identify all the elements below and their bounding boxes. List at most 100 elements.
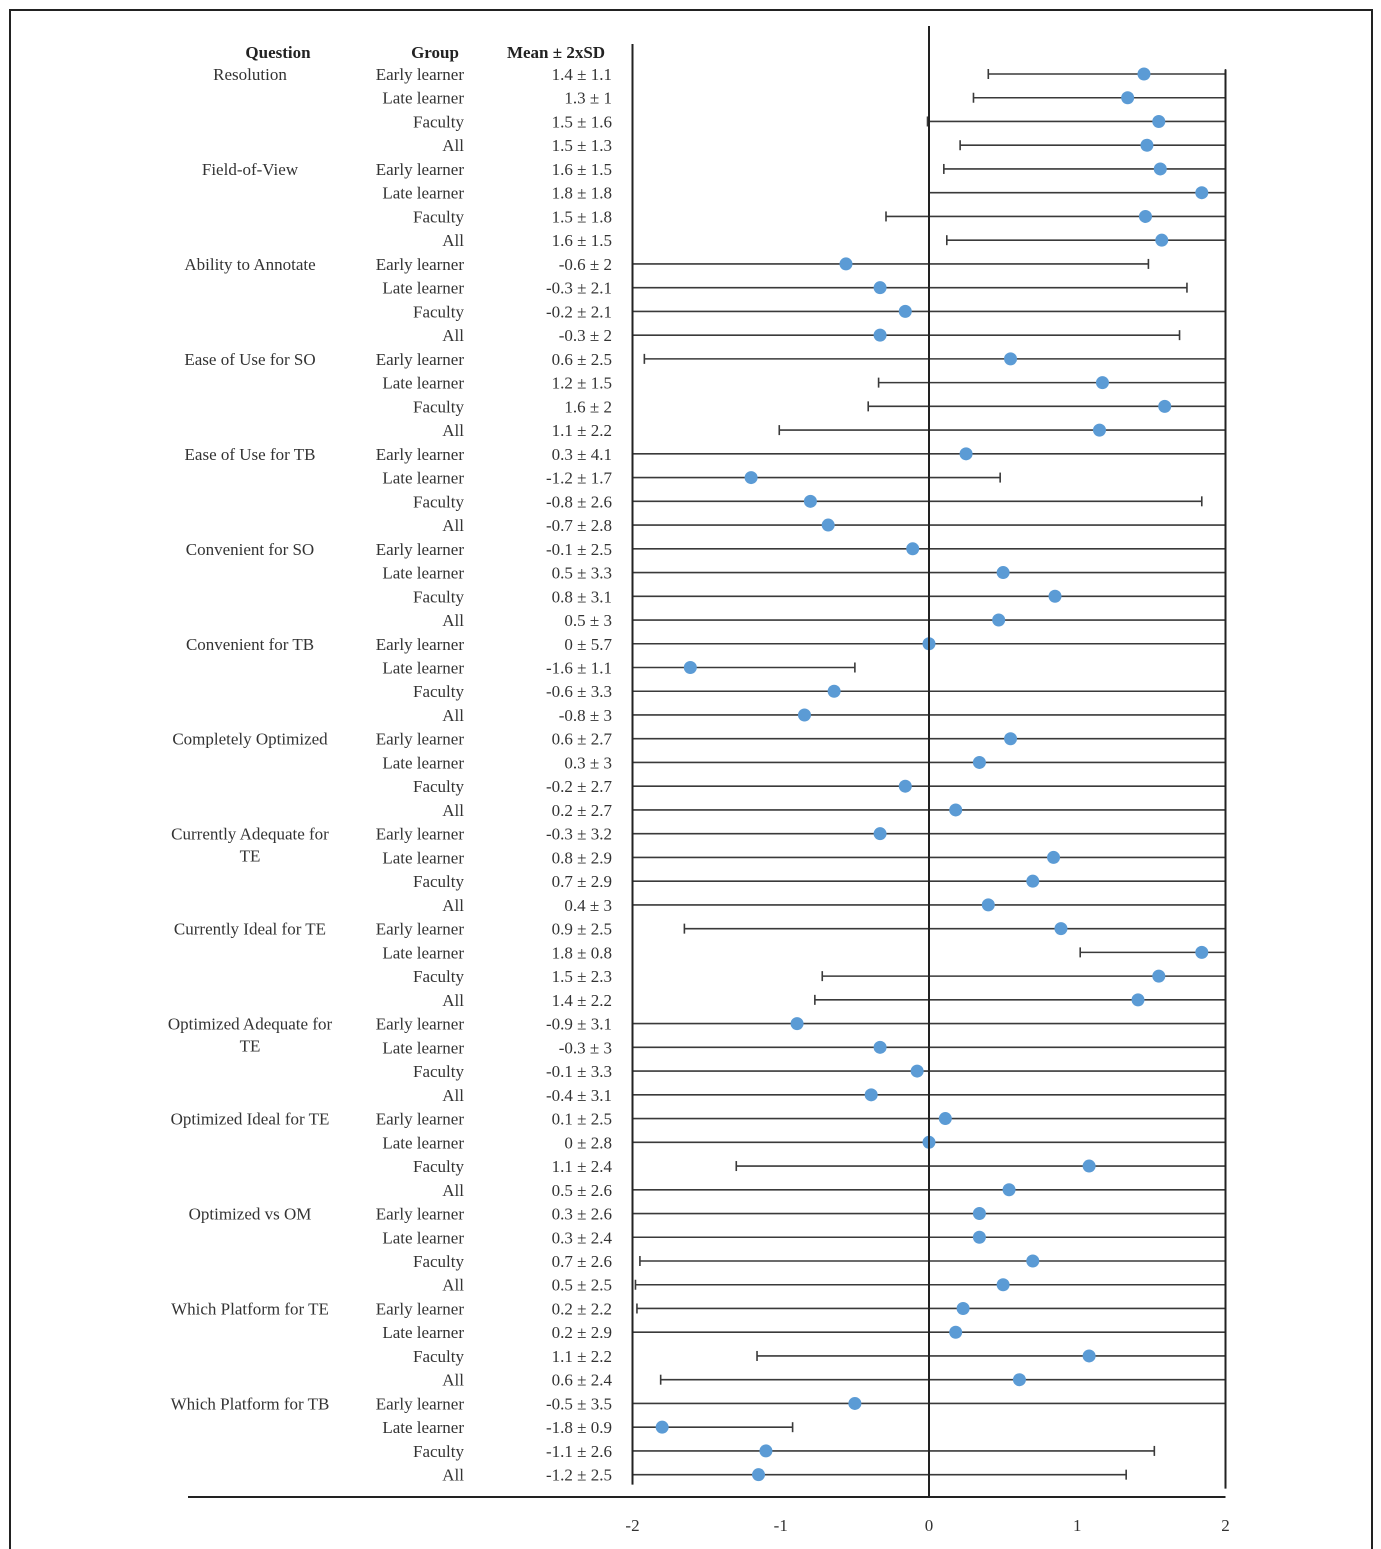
mean-point bbox=[655, 1420, 669, 1434]
mean-point bbox=[972, 755, 986, 769]
data-row: Faculty 1.5 ± 1.8 bbox=[413, 207, 1227, 226]
group-label: Early learner bbox=[376, 255, 465, 274]
group-label: Late learner bbox=[382, 659, 464, 678]
group-label: Faculty bbox=[413, 1347, 464, 1366]
group-label: Late learner bbox=[382, 753, 464, 772]
question-label: Currently Ideal for TE bbox=[174, 920, 326, 939]
mean-sd-label: 0.2 ± 2.7 bbox=[552, 801, 613, 820]
mean-point bbox=[956, 1301, 970, 1315]
mean-point bbox=[1195, 945, 1209, 959]
data-row: All 0.5 ± 2.6 bbox=[442, 1181, 1227, 1200]
mean-point bbox=[1082, 1349, 1096, 1363]
mean-sd-label: -0.4 ± 3.1 bbox=[546, 1086, 612, 1105]
data-row: Faculty 1.5 ± 2.3 bbox=[413, 967, 1227, 986]
mean-sd-label: 0.3 ± 3 bbox=[564, 753, 612, 772]
data-row: All -0.4 ± 3.1 bbox=[442, 1086, 1227, 1105]
data-row: All -0.3 ± 2 bbox=[442, 326, 1181, 345]
mean-point bbox=[1026, 874, 1040, 888]
question-label: Optimized vs OM bbox=[189, 1205, 312, 1224]
question-label-line: Ability to Annotate bbox=[184, 255, 315, 274]
group-label: Early learner bbox=[376, 1394, 465, 1413]
mean-point bbox=[949, 1325, 963, 1339]
mean-sd-label: 1.2 ± 1.5 bbox=[552, 374, 612, 393]
group-label: All bbox=[442, 326, 464, 345]
group-label: Faculty bbox=[413, 397, 464, 416]
data-row: Optimized Ideal for TE Early learner 0.1 ±… bbox=[171, 1110, 1227, 1129]
group-label: Faculty bbox=[413, 872, 464, 891]
mean-sd-label: 0.9 ± 2.5 bbox=[552, 920, 612, 939]
mean-point bbox=[949, 803, 963, 817]
mean-point bbox=[797, 708, 811, 722]
question-label: Ability to Annotate bbox=[184, 255, 315, 274]
mean-sd-label: 1.1 ± 2.4 bbox=[552, 1157, 613, 1176]
question-label: Ease of Use for SO bbox=[184, 350, 315, 369]
group-label: Early learner bbox=[376, 825, 465, 844]
mean-sd-label: 0.8 ± 3.1 bbox=[552, 587, 612, 606]
group-label: Late learner bbox=[382, 1228, 464, 1247]
group-label: Faculty bbox=[413, 1252, 464, 1271]
question-label: Which Platform for TB bbox=[171, 1394, 330, 1413]
data-row: Field-of-View Early learner 1.6 ± 1.5 bbox=[202, 160, 1227, 179]
group-label: Early learner bbox=[376, 160, 465, 179]
data-row: Late learner 0.3 ± 2.4 bbox=[382, 1228, 1227, 1247]
group-label: Late learner bbox=[382, 1038, 464, 1057]
mean-sd-label: 1.4 ± 2.2 bbox=[552, 991, 612, 1010]
question-label: Optimized Ideal for TE bbox=[171, 1110, 330, 1129]
data-row: All 0.5 ± 3 bbox=[442, 611, 1227, 630]
group-label: Faculty bbox=[413, 492, 464, 511]
mean-sd-label: -1.8 ± 0.9 bbox=[546, 1418, 612, 1437]
group-label: Late learner bbox=[382, 374, 464, 393]
data-row: All 0.4 ± 3 bbox=[442, 896, 1227, 915]
mean-point bbox=[898, 779, 912, 793]
mean-point bbox=[1054, 922, 1068, 936]
data-row: Late learner 0.8 ± 2.9 bbox=[382, 848, 1227, 867]
group-label: All bbox=[442, 1276, 464, 1295]
mean-point bbox=[1082, 1159, 1096, 1173]
mean-sd-label: -0.6 ± 3.3 bbox=[546, 682, 612, 701]
data-row: All 0.6 ± 2.4 bbox=[442, 1371, 1227, 1390]
mean-point bbox=[790, 1017, 804, 1031]
data-row: Faculty 1.1 ± 2.4 bbox=[413, 1157, 1227, 1176]
mean-sd-label: 0.3 ± 4.1 bbox=[552, 445, 612, 464]
question-label-line: Optimized Ideal for TE bbox=[171, 1110, 330, 1129]
data-row: All 1.6 ± 1.5 bbox=[442, 231, 1227, 250]
group-label: All bbox=[442, 136, 464, 155]
question-label-line: Currently Ideal for TE bbox=[174, 920, 326, 939]
mean-sd-label: 0.6 ± 2.5 bbox=[552, 350, 612, 369]
data-row: All 0.2 ± 2.7 bbox=[442, 801, 1227, 820]
group-label: All bbox=[442, 896, 464, 915]
mean-sd-label: 1.6 ± 2 bbox=[564, 397, 612, 416]
mean-sd-label: -0.2 ± 2.1 bbox=[546, 302, 612, 321]
question-label: Currently Adequate for TE bbox=[171, 825, 329, 866]
data-row: Faculty 0.8 ± 3.1 bbox=[413, 587, 1227, 606]
mean-point bbox=[864, 1088, 878, 1102]
group-label: Early learner bbox=[376, 1015, 465, 1034]
mean-point bbox=[1048, 589, 1062, 603]
mean-sd-label: 1.5 ± 1.3 bbox=[552, 136, 612, 155]
group-label: Early learner bbox=[376, 540, 465, 559]
group-label: All bbox=[442, 1086, 464, 1105]
data-row: Faculty -0.1 ± 3.3 bbox=[413, 1062, 1227, 1081]
x-tick-label: -2 bbox=[625, 1516, 639, 1535]
data-row: Faculty -1.1 ± 2.6 bbox=[413, 1442, 1156, 1461]
mean-point bbox=[898, 304, 912, 318]
mean-point bbox=[959, 447, 973, 461]
data-row: Convenient for SO Early learner -0.1 ± 2.5 bbox=[186, 540, 1227, 559]
data-row: Which Platform for TE Early learner 0.2 ± … bbox=[171, 1299, 1227, 1318]
mean-sd-label: 1.5 ± 1.8 bbox=[552, 207, 612, 226]
mean-sd-label: 0.1 ± 2.5 bbox=[552, 1110, 612, 1129]
mean-sd-label: 1.1 ± 2.2 bbox=[552, 421, 612, 440]
data-row: All 0.5 ± 2.5 bbox=[442, 1276, 1227, 1295]
x-tick-label: 1 bbox=[1073, 1516, 1082, 1535]
data-row: Optimized vs OM Early learner 0.3 ± 2.6 bbox=[189, 1205, 1227, 1224]
data-row: Resolution Early learner 1.4 ± 1.1 bbox=[213, 65, 1227, 84]
mean-sd-label: 0.5 ± 2.5 bbox=[552, 1276, 612, 1295]
data-row: Late learner 1.3 ± 1 bbox=[382, 89, 1227, 108]
group-label: All bbox=[442, 1371, 464, 1390]
mean-sd-label: 0 ± 5.7 bbox=[564, 635, 612, 654]
mean-sd-label: 1.8 ± 0.8 bbox=[552, 943, 612, 962]
data-row: Faculty -0.2 ± 2.1 bbox=[413, 302, 1227, 321]
mean-sd-label: 1.4 ± 1.1 bbox=[552, 65, 612, 84]
mean-sd-label: -0.8 ± 3 bbox=[559, 706, 612, 725]
group-label: Early learner bbox=[376, 65, 465, 84]
